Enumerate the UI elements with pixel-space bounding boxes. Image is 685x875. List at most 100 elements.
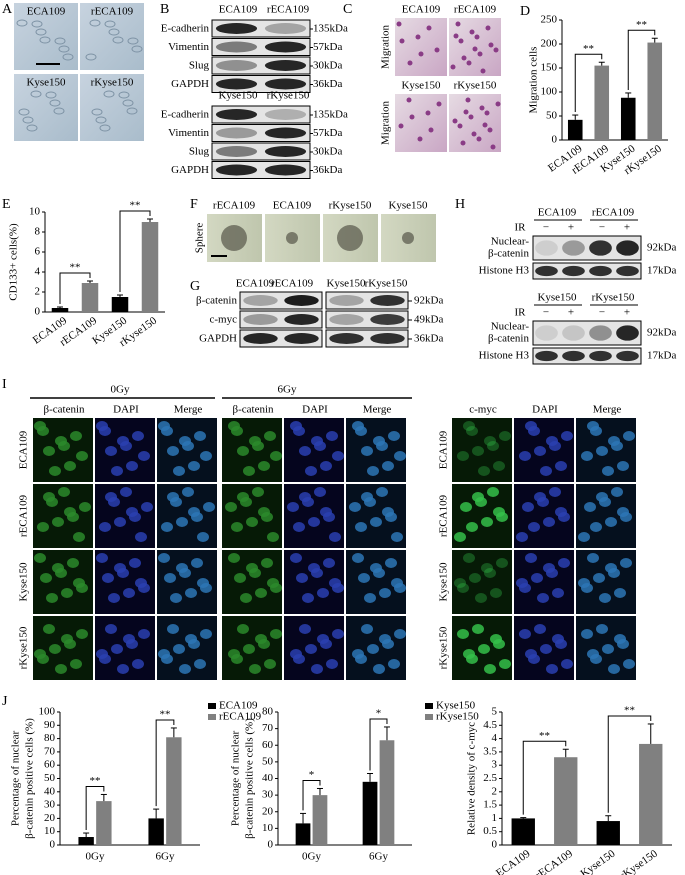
y-tick-label: 0 [50,839,56,851]
nucleus [546,664,558,674]
nucleus [472,624,484,634]
label: 30kDa [313,146,342,158]
significance: ** [90,775,101,787]
significance: * [376,707,382,719]
nucleus [493,639,505,649]
nucleus [105,624,117,634]
nucleus [519,583,531,593]
label: DAPI [113,404,139,416]
nucleus [311,568,323,578]
stained-cell [425,110,431,116]
micrograph [14,3,78,70]
nucleus [37,522,49,532]
label: Vimentin [168,127,209,139]
nucleus [602,466,614,476]
band [329,333,364,344]
cell [35,28,47,36]
panel-letter: J [2,694,8,709]
y-tick-label: 40 [44,785,56,797]
stained-cell [417,136,423,142]
nucleus [299,446,311,456]
band [215,60,258,71]
significance: ** [539,730,550,742]
band [284,314,319,325]
y-tick-label: 70 [262,722,274,734]
y-tick-label: 40 [262,772,274,784]
nucleus [611,487,623,497]
y-tick-label: 2.5 [483,772,497,784]
y-tick-label: 10 [262,822,274,834]
label: + [624,307,630,319]
y-tick-label: 50 [44,772,56,784]
sphere [402,232,414,244]
nucleus [170,593,182,603]
nucleus [258,461,270,471]
nucleus [481,517,493,527]
nucleus [534,446,546,456]
nucleus [117,568,129,578]
stained-cell [476,136,482,142]
bar [166,737,182,845]
label: GAPDH [171,78,209,90]
nucleus [111,466,123,476]
nucleus [182,441,194,451]
y-tick-label: 6 [35,246,41,258]
nucleus [326,431,338,441]
nucleus [352,553,364,563]
band [215,164,258,176]
nucleus [287,502,299,512]
label: rECA109 [454,4,497,16]
nucleus [120,441,132,451]
y-tick-label: 50 [546,110,558,122]
label: β-catenin [196,295,238,307]
bar [51,308,69,312]
bar [312,795,328,845]
label: E-cadherin [161,109,210,121]
nucleus [490,588,502,598]
nucleus [620,558,632,568]
panel-letter: E [2,197,11,212]
nucleus [475,593,487,603]
nucleus [320,461,332,471]
cell [62,53,74,61]
panel-letter: D [520,4,530,19]
nucleus [463,553,475,563]
nucleus [55,664,67,674]
cell [26,124,38,132]
nucleus [293,426,305,436]
nucleus [528,426,540,436]
label: Merge [363,404,392,416]
band [215,146,258,157]
nucleus [323,558,335,568]
band [264,164,307,176]
nucleus [385,512,397,522]
y-axis-label: Relative density of c-myc [466,722,478,835]
nucleus [237,624,249,634]
nucleus [460,502,472,512]
nucleus [120,487,132,497]
label: 36kDa [313,164,342,176]
nucleus [270,451,282,461]
nucleus [323,512,335,522]
nucleus [364,593,376,603]
y-tick-label: 60 [262,739,274,751]
label: 36kDa [414,333,443,345]
row-label: ECA109 [18,430,30,469]
row-label: Sphere [194,223,206,254]
label: ECA109 [236,278,275,290]
nucleus [481,563,493,573]
nucleus [188,639,200,649]
nucleus [555,461,567,471]
nucleus [161,654,173,664]
nucleus [293,522,305,532]
significance: ** [624,705,635,717]
nucleus [132,431,144,441]
nucleus [484,568,496,578]
nucleus [40,573,52,583]
nucleus [138,629,150,639]
band [535,265,558,277]
nucleus [540,466,552,476]
stained-cell [468,114,474,120]
nucleus [114,517,126,527]
nucleus [64,461,76,471]
